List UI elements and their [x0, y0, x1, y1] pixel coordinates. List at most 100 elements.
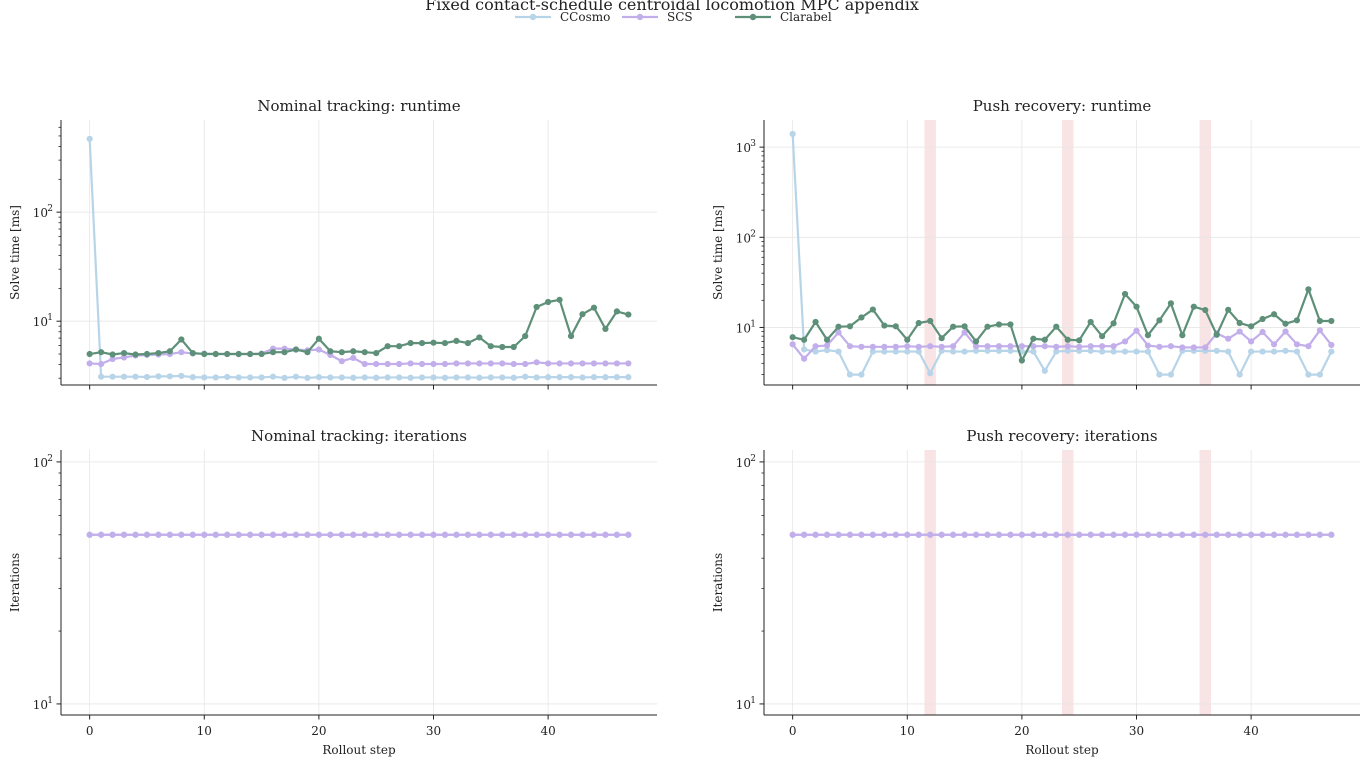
data-point: [338, 358, 345, 365]
data-point: [995, 343, 1003, 350]
data-point: [453, 360, 460, 367]
data-point: [522, 333, 529, 340]
data-point: [247, 350, 254, 358]
data-point: [915, 531, 922, 538]
data-point: [533, 303, 540, 311]
data-point: [304, 349, 311, 356]
data-point: [1179, 332, 1186, 339]
data-point: [464, 339, 471, 347]
data-point: [373, 360, 380, 368]
data-point: [1156, 371, 1163, 378]
data-point: [338, 349, 345, 356]
data-point: [1133, 327, 1140, 334]
data-point: [418, 374, 426, 381]
data-point: [178, 336, 185, 343]
data-point: [1190, 303, 1197, 310]
data-point: [201, 374, 208, 381]
data-point: [396, 360, 403, 368]
data-point: [1064, 347, 1071, 354]
data-point: [384, 374, 391, 381]
data-point: [1202, 344, 1209, 351]
data-point: [961, 329, 968, 336]
data-point: [373, 374, 380, 381]
data-point: [441, 531, 449, 538]
data-point: [418, 531, 426, 538]
data-point: [812, 531, 819, 538]
data-point: [1064, 531, 1071, 538]
x-axis-label: Rollout step: [322, 743, 396, 757]
data-point: [789, 341, 796, 348]
data-point: [235, 531, 242, 538]
data-point: [1259, 531, 1266, 538]
y-tick-exponent-1: 2: [47, 454, 53, 464]
data-point: [556, 374, 563, 381]
data-point: [1248, 338, 1255, 345]
push-window-2: [1199, 120, 1211, 385]
data-point: [430, 339, 437, 346]
data-point: [224, 531, 231, 538]
data-point: [590, 304, 598, 311]
data-point: [201, 531, 208, 538]
data-point: [1316, 371, 1323, 378]
data-point: [327, 348, 334, 355]
x-tick-label-2: 20: [311, 724, 326, 738]
data-point: [1018, 357, 1025, 364]
legend-marker-2: [749, 13, 757, 21]
data-point: [812, 348, 819, 355]
y-tick-label-1: 10: [736, 231, 751, 245]
data-point: [338, 374, 345, 381]
data-point: [545, 374, 552, 381]
data-point: [1076, 337, 1083, 344]
data-point: [858, 531, 865, 538]
data-point: [1293, 317, 1301, 324]
data-point: [1030, 335, 1037, 342]
legend-label-0: CCosmo: [560, 10, 610, 24]
data-point: [453, 337, 460, 344]
data-point: [1305, 343, 1312, 350]
data-point: [476, 334, 483, 341]
data-point: [915, 319, 922, 327]
data-point: [1156, 317, 1163, 324]
data-point: [950, 343, 957, 350]
data-point: [1236, 531, 1243, 538]
data-point: [98, 349, 105, 356]
panel-title: Nominal tracking: runtime: [257, 97, 460, 115]
data-point: [904, 336, 911, 343]
y-axis-label: Solve time [ms]: [8, 205, 22, 300]
data-point: [927, 343, 934, 350]
y-tick-label-0: 10: [33, 315, 48, 329]
y-tick-exponent-0: 1: [47, 313, 53, 323]
data-point: [602, 325, 609, 333]
data-point: [407, 339, 414, 347]
data-point: [281, 374, 288, 382]
data-point: [1087, 531, 1094, 538]
data-point: [1305, 531, 1312, 538]
data-point: [510, 531, 517, 538]
data-point: [602, 531, 609, 538]
data-point: [143, 350, 151, 358]
data-point: [384, 343, 391, 350]
data-point: [109, 531, 116, 538]
data-point: [166, 373, 173, 380]
data-point: [972, 531, 980, 538]
data-point: [1248, 348, 1255, 355]
data-point: [1190, 344, 1197, 351]
data-point: [579, 360, 586, 367]
data-point: [166, 531, 173, 538]
data-point: [361, 360, 368, 368]
data-point: [938, 343, 945, 350]
data-point: [1099, 333, 1106, 340]
data-point: [1328, 341, 1335, 349]
data-point: [1167, 343, 1174, 350]
data-point: [950, 323, 957, 330]
data-point: [350, 354, 357, 362]
data-point: [1202, 306, 1209, 314]
series-clarabel: [86, 296, 632, 358]
data-point: [1328, 531, 1335, 538]
data-point: [1018, 343, 1025, 350]
data-point: [1144, 332, 1152, 339]
data-point: [109, 373, 116, 380]
data-point: [1030, 348, 1037, 355]
